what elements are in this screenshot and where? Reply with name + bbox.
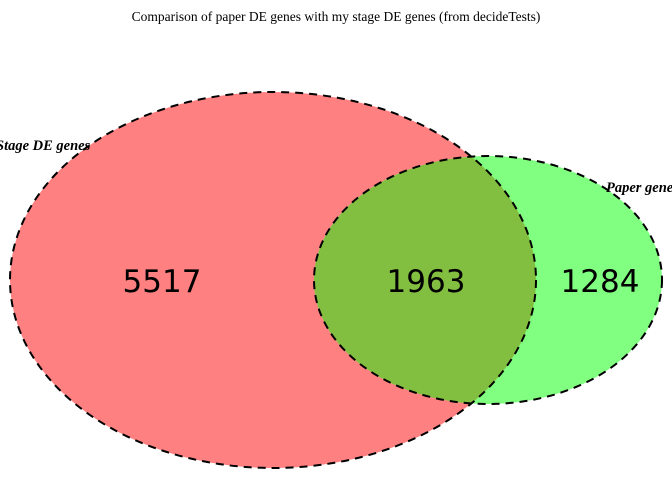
overlap-region <box>314 156 536 404</box>
diagram-title: Comparison of paper DE genes with my sta… <box>132 9 541 24</box>
paper-genes-label: Paper genes <box>606 180 672 196</box>
overlap-count: 1963 <box>387 264 466 300</box>
paper-genes-outline <box>313 155 663 405</box>
stage-only-count: 5517 <box>123 264 202 300</box>
paper-only-count: 1284 <box>561 264 640 300</box>
stage-de-genes-label: Stage DE genes <box>0 138 91 154</box>
stage-de-genes-outline <box>9 91 537 469</box>
